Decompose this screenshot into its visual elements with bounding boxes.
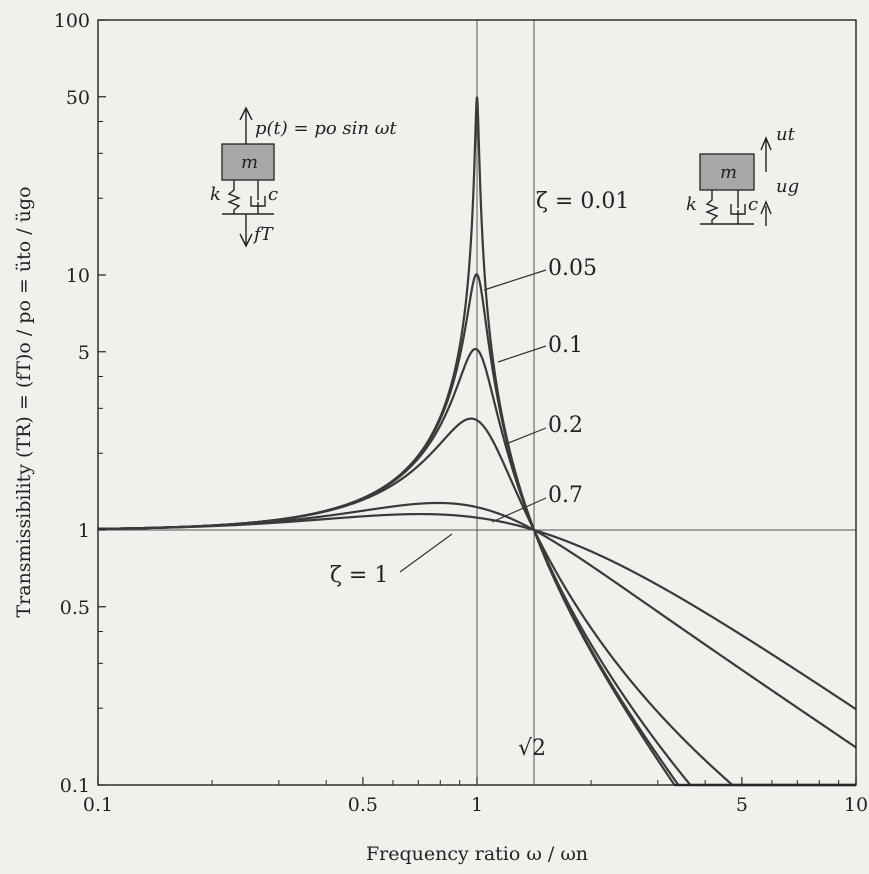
spring-label-left: k (210, 184, 221, 205)
mass-label-right: m (720, 162, 737, 183)
leader-0.2 (505, 427, 547, 445)
x-tick-label: 10 (844, 794, 868, 816)
ground-disp-label: ug (776, 176, 799, 197)
force-arrow-up (239, 106, 253, 144)
series-label-zeta-1: ζ = 1 (330, 563, 388, 588)
damper-right (730, 190, 746, 224)
x-tick-label: 0.1 (83, 794, 113, 816)
damper-label-left: c (268, 184, 278, 205)
mass-block-right (699, 153, 755, 191)
y-tick-label: 50 (66, 87, 90, 109)
disp-arrow-ground (760, 200, 772, 226)
y-tick-label: 10 (66, 265, 90, 287)
series-label-zeta-0.01: ζ = 0.01 (536, 189, 629, 214)
sqrt2-label: √2 (518, 736, 546, 761)
force-excitation-diagram: p(t) = po sin ωt m k c fT (210, 106, 397, 248)
y-tick-label: 1 (78, 520, 90, 542)
series-label-zeta-0.2: 0.2 (548, 413, 583, 438)
series-curve-5 (97, 512, 857, 711)
reference-lines (98, 20, 856, 785)
damper-label-right: c (748, 194, 758, 215)
leader-0.1 (497, 345, 547, 363)
x-tick-label: 1 (471, 794, 483, 816)
y-tick-label: 100 (54, 10, 90, 32)
y-tick-label: 5 (78, 342, 90, 364)
y-tick-label: 0.1 (60, 775, 90, 797)
leader-0.05 (483, 269, 547, 291)
x-tick-label: 0.5 (348, 794, 378, 816)
mass-block-left (221, 143, 275, 181)
x-axis-title: Frequency ratio ω / ωn (366, 843, 588, 865)
force-equation: p(t) = po sin ωt (255, 118, 397, 139)
spring-label-right: k (686, 194, 697, 215)
leader-0.7 (491, 497, 547, 523)
series-label-zeta-0.1: 0.1 (548, 333, 583, 358)
leader-1 (399, 533, 453, 573)
curve-layer (97, 96, 857, 787)
y-axis-title: Transmissibility (TR) = (fT)o / po = üto… (13, 186, 35, 617)
force-arrow-down (239, 214, 253, 248)
transmitted-force-label: fT (252, 224, 275, 245)
disp-arrow-total (760, 136, 772, 172)
y-tick-label: 0.5 (60, 597, 90, 619)
spring-left (227, 180, 241, 214)
base-excitation-diagram: m ut k c ug (686, 124, 799, 226)
damper-left (250, 180, 266, 214)
series-label-zeta-0.05: 0.05 (548, 256, 597, 281)
series-label-zeta-0.7: 0.7 (548, 483, 583, 508)
x-tick-label: 5 (736, 794, 748, 816)
mass-label-left: m (241, 152, 258, 173)
total-disp-label: ut (776, 124, 796, 145)
spring-right (705, 190, 719, 224)
tick-layer: 0.1 0.5 1 5 10 0.1 0.5 1 5 10 50 100 (54, 10, 868, 816)
